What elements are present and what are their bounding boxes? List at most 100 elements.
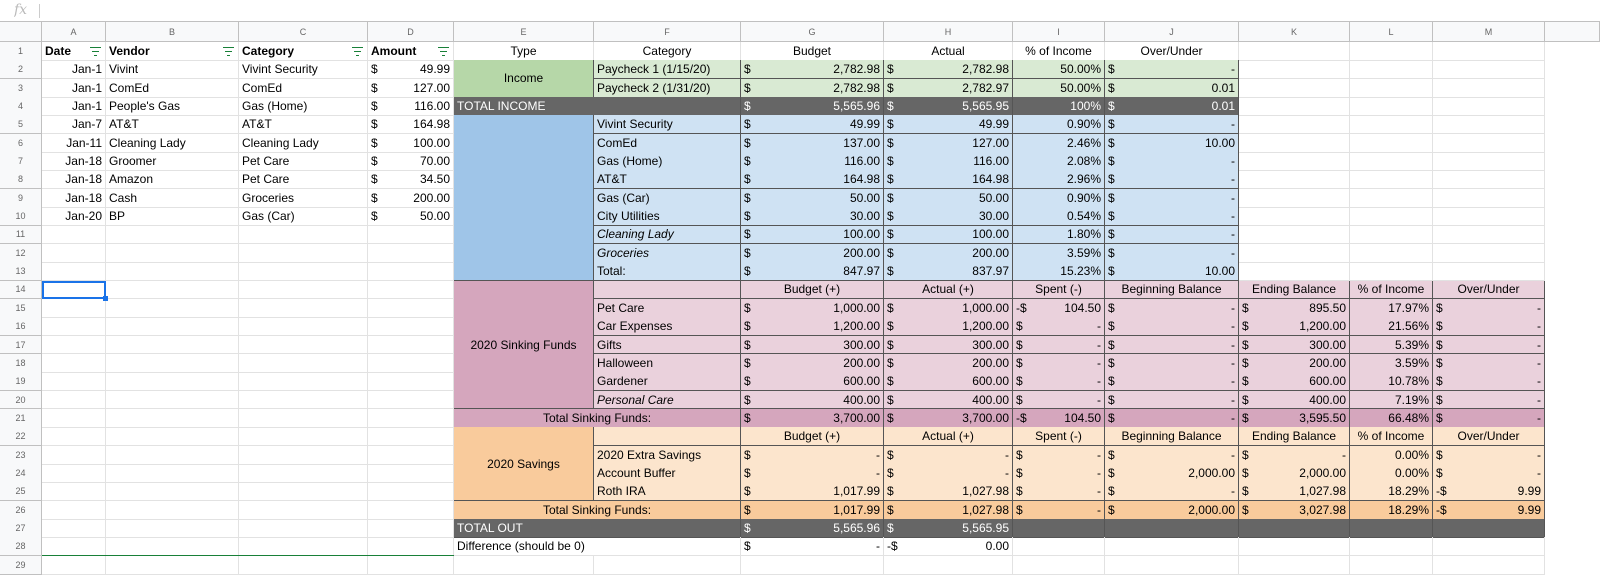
currency-cell[interactable]: $1,000.00 <box>741 298 884 318</box>
currency-cell[interactable]: $10.00 <box>1105 262 1239 282</box>
empty-cell[interactable] <box>1105 555 1239 575</box>
empty-cell[interactable] <box>594 427 741 447</box>
empty-cell[interactable] <box>1013 555 1105 575</box>
empty-cell[interactable] <box>1239 115 1350 135</box>
cell[interactable]: Gas (Home) <box>594 152 741 171</box>
currency-cell[interactable]: $ - <box>1105 188 1239 208</box>
row-header[interactable]: 7 <box>0 152 42 171</box>
column-header[interactable]: L <box>1350 22 1433 42</box>
row-header[interactable]: 13 <box>0 262 42 282</box>
cell[interactable]: Jan-11 <box>42 133 106 153</box>
currency-cell[interactable]: -$ 9.99 <box>1433 500 1545 520</box>
empty-cell[interactable] <box>239 500 368 520</box>
cell[interactable]: Pet Care <box>239 152 368 171</box>
currency-cell[interactable]: $200.00 <box>1239 353 1350 373</box>
currency-cell[interactable]: $200.00 <box>884 353 1013 373</box>
empty-cell[interactable] <box>368 280 454 300</box>
cell[interactable]: 17.97% <box>1350 298 1433 318</box>
currency-cell[interactable]: $3,595.50 <box>1239 409 1350 428</box>
currency-cell[interactable]: $ - <box>1013 390 1105 410</box>
cell[interactable]: Jan-1 <box>42 60 106 80</box>
cell[interactable]: Vivint Security <box>239 60 368 80</box>
currency-cell[interactable]: $164.98 <box>741 170 884 190</box>
currency-cell[interactable]: $200.00 <box>368 188 454 208</box>
cell[interactable]: Cleaning Lady <box>239 133 368 153</box>
empty-cell[interactable] <box>42 482 106 502</box>
cell[interactable]: 2.96% <box>1013 170 1105 190</box>
cell[interactable]: 0.90% <box>1013 188 1105 208</box>
currency-cell[interactable]: $100.00 <box>884 225 1013 245</box>
currency-cell[interactable]: $ - <box>1013 464 1105 483</box>
empty-cell[interactable] <box>239 317 368 337</box>
empty-cell[interactable] <box>1433 555 1545 575</box>
currency-cell[interactable]: $ - <box>1013 482 1105 502</box>
empty-cell[interactable] <box>1350 133 1433 153</box>
empty-cell[interactable] <box>42 298 106 318</box>
empty-cell[interactable] <box>42 225 106 245</box>
empty-cell[interactable] <box>1433 207 1545 226</box>
currency-cell[interactable]: $ - <box>1433 335 1545 355</box>
currency-cell[interactable]: $ - <box>1105 60 1239 80</box>
currency-cell[interactable]: $2,782.98 <box>741 60 884 80</box>
currency-cell[interactable]: $ - <box>1433 372 1545 392</box>
empty-cell[interactable] <box>239 353 368 373</box>
empty-cell[interactable] <box>1350 115 1433 135</box>
cell[interactable]: Difference (should be 0) <box>454 537 741 557</box>
currency-cell[interactable]: $847.97 <box>741 262 884 282</box>
empty-cell[interactable] <box>106 482 239 502</box>
currency-cell[interactable]: $200.00 <box>741 243 884 263</box>
currency-cell[interactable]: $ - <box>1105 207 1239 226</box>
empty-cell[interactable] <box>594 280 741 300</box>
cell[interactable]: 0.90% <box>1013 115 1105 135</box>
currency-cell[interactable]: $2,782.98 <box>884 60 1013 80</box>
currency-cell[interactable]: $ - <box>1013 372 1105 392</box>
empty-cell[interactable] <box>1350 243 1433 263</box>
cell[interactable]: Spent (-) <box>1013 427 1105 447</box>
empty-cell[interactable] <box>1013 519 1105 538</box>
currency-cell[interactable]: $ - <box>1105 152 1239 171</box>
empty-cell[interactable] <box>42 445 106 465</box>
currency-cell[interactable]: $ - <box>1433 317 1545 337</box>
row-header[interactable]: 25 <box>0 482 42 502</box>
empty-cell[interactable] <box>1350 170 1433 190</box>
empty-cell[interactable] <box>1433 537 1545 557</box>
empty-cell[interactable] <box>368 353 454 373</box>
empty-cell[interactable] <box>42 243 106 263</box>
currency-cell[interactable]: $ - <box>1013 353 1105 373</box>
currency-cell[interactable]: $400.00 <box>884 390 1013 410</box>
empty-cell[interactable] <box>1239 225 1350 245</box>
row-header[interactable]: 15 <box>0 298 42 318</box>
currency-cell[interactable]: $ - <box>1013 317 1105 337</box>
currency-cell[interactable]: $837.97 <box>884 262 1013 282</box>
empty-cell[interactable] <box>106 537 239 557</box>
empty-cell[interactable] <box>1350 262 1433 282</box>
currency-cell[interactable]: $1,200.00 <box>741 317 884 337</box>
cell[interactable]: Jan-20 <box>42 207 106 226</box>
column-header[interactable]: J <box>1105 22 1239 42</box>
currency-cell[interactable]: $3,700.00 <box>884 409 1013 428</box>
cell[interactable]: Jan-18 <box>42 188 106 208</box>
cell[interactable]: Account Buffer <box>594 464 741 483</box>
cell[interactable]: Total: <box>594 262 741 282</box>
currency-cell[interactable]: $1,017.99 <box>741 482 884 502</box>
cell[interactable]: AT&T <box>594 170 741 190</box>
row-header[interactable]: 6 <box>0 133 42 153</box>
empty-cell[interactable] <box>1239 188 1350 208</box>
empty-cell[interactable] <box>1350 42 1433 61</box>
currency-cell[interactable]: $ - <box>1105 298 1239 318</box>
empty-cell[interactable] <box>106 317 239 337</box>
cell[interactable]: Groceries <box>239 188 368 208</box>
currency-cell[interactable]: $30.00 <box>741 207 884 226</box>
empty-cell[interactable] <box>1239 78 1350 98</box>
column-header[interactable]: E <box>454 22 594 42</box>
cell[interactable]: Gas (Home) <box>239 97 368 116</box>
currency-cell[interactable]: $164.98 <box>368 115 454 135</box>
cell[interactable]: Paycheck 1 (1/15/20) <box>594 60 741 80</box>
currency-cell[interactable]: $ - <box>1013 445 1105 465</box>
currency-cell[interactable]: $ - <box>1105 170 1239 190</box>
currency-cell[interactable]: $200.00 <box>741 353 884 373</box>
row-header[interactable]: 17 <box>0 335 42 355</box>
cell[interactable]: Car Expenses <box>594 317 741 337</box>
empty-cell[interactable] <box>106 280 239 300</box>
column-header[interactable]: C <box>239 22 368 42</box>
